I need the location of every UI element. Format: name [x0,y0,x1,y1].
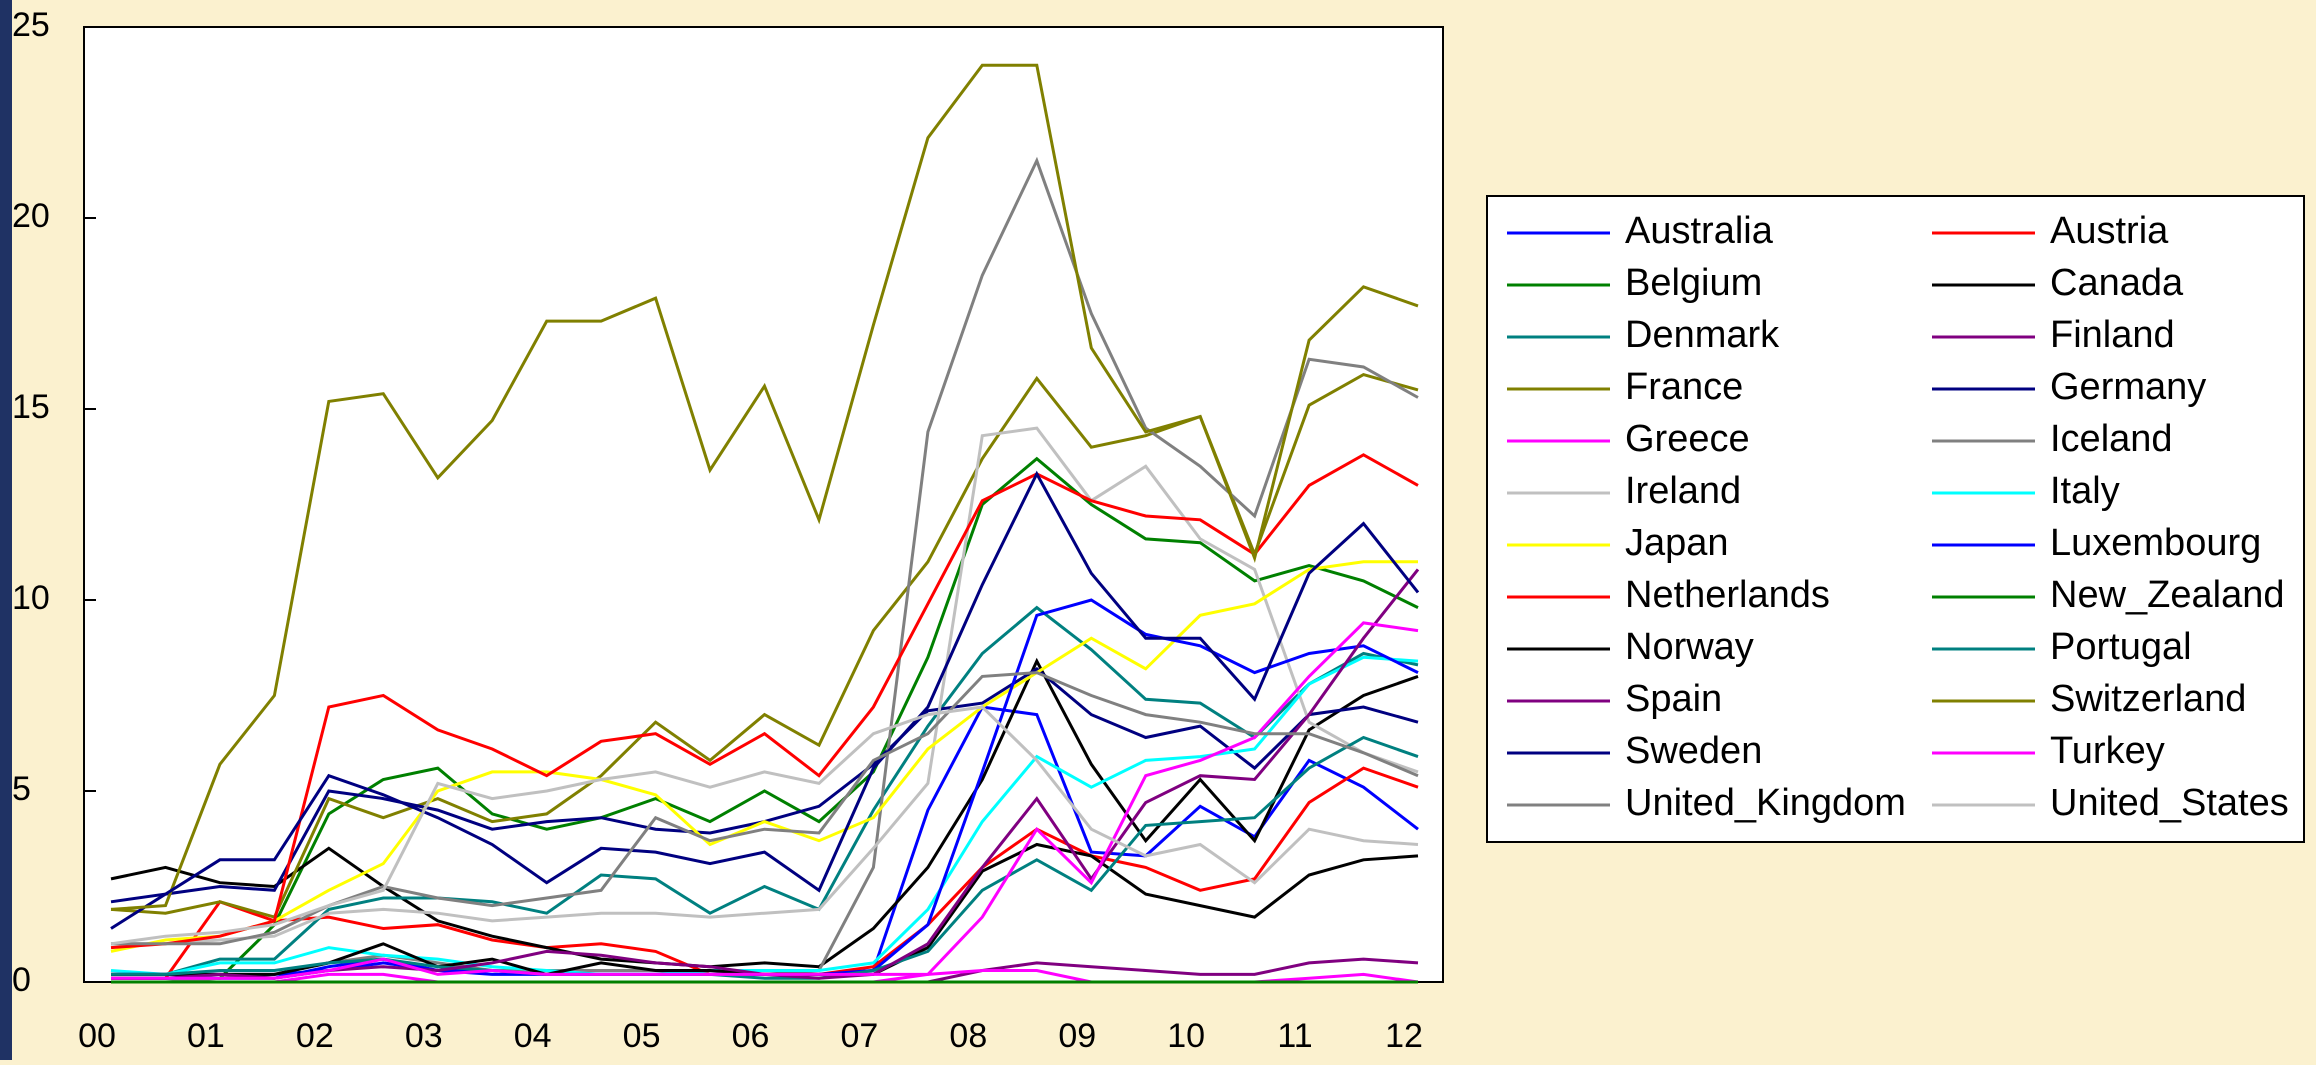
legend-label: United_Kingdom [1625,782,1906,824]
x-tick-label: 01 [187,1017,225,1055]
x-tick-label: 05 [623,1017,661,1055]
x-tick-label: 10 [1167,1017,1205,1055]
legend-label: Sweden [1625,730,1762,772]
x-tick-label: 06 [732,1017,770,1055]
legend-label: Austria [2050,210,2169,252]
legend-label: Belgium [1625,262,1762,304]
legend-label: Ireland [1625,470,1741,512]
series-line [110,453,1419,950]
series-line [111,426,1419,946]
x-tick-label: 12 [1385,1017,1423,1055]
legend-label: Luxembourg [2050,522,2261,564]
legend-label: Portugal [2050,626,2192,668]
x-tick-label: 09 [1058,1017,1096,1055]
legend-label: New_Zealand [2050,574,2284,616]
legend-label: Greece [1625,418,1750,460]
legend-label: Iceland [2050,418,2173,460]
legend-label: Switzerland [2050,678,2246,720]
x-tick-label: 02 [296,1017,334,1055]
x-tick-label: 08 [949,1017,987,1055]
legend [1486,195,2305,843]
series-line [110,655,1419,976]
y-tick-label: 20 [12,197,50,235]
y-tick-label: 0 [12,961,31,999]
x-tick-label: 04 [514,1017,552,1055]
legend-label: Denmark [1625,314,1780,356]
y-tick-label: 10 [12,579,50,617]
legend-label: Italy [2050,470,2120,512]
y-tick-label: 25 [12,6,50,44]
legend-label: Japan [1625,522,1729,564]
series-line [110,470,1420,904]
y-tick-label: 5 [12,770,31,808]
x-tick-label: 07 [841,1017,879,1055]
y-tick-label: 15 [12,388,50,426]
x-tick-label: 11 [1277,1017,1312,1055]
series-line [111,621,1419,980]
series-line [111,456,1419,980]
series-line [110,705,1419,946]
legend-label: Finland [2050,314,2175,356]
legend-label: Norway [1625,626,1754,668]
series-line [110,560,1418,953]
legend-label: Turkey [2050,730,2165,772]
series-line [110,63,1419,911]
series-line [110,657,1419,969]
series-line [111,605,1419,976]
legend-label: Canada [2050,262,2184,304]
legend-label: United_States [2050,782,2289,824]
legend-label: Netherlands [1625,574,1830,616]
x-tick-label: 03 [405,1017,443,1055]
series-line [111,735,1419,980]
legend-label: France [1625,366,1743,408]
slide-edge [0,0,12,1060]
legend-label: Spain [1625,678,1722,720]
legend-label: Australia [1625,210,1774,252]
x-tick-label: 00 [78,1017,116,1055]
legend-label: Germany [2050,366,2206,408]
